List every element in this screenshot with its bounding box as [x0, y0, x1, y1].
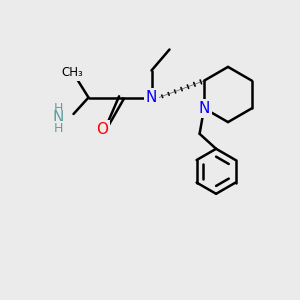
Text: N: N	[146, 90, 157, 105]
Text: H: H	[54, 122, 63, 135]
Text: H: H	[54, 101, 63, 115]
Text: N: N	[198, 101, 210, 116]
Text: CH₃: CH₃	[61, 66, 83, 80]
Text: N: N	[53, 110, 64, 125]
Text: O: O	[96, 122, 108, 137]
